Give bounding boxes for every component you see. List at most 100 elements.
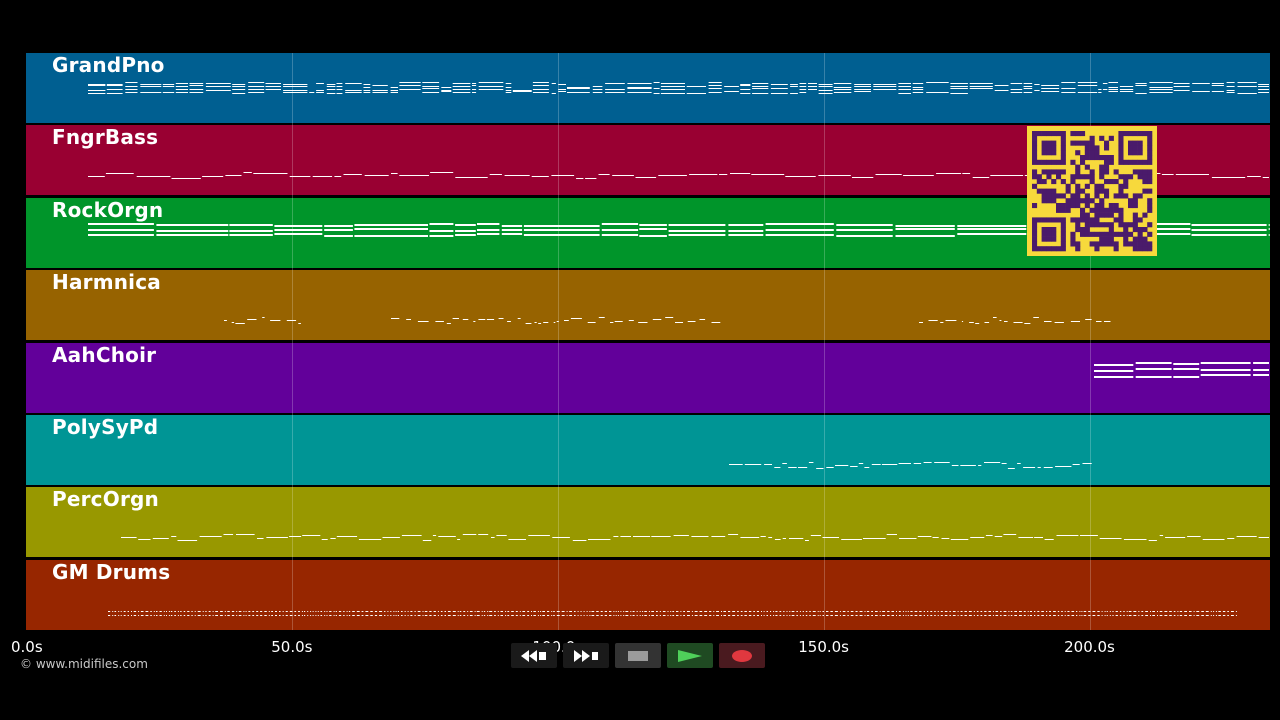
note bbox=[591, 611, 595, 612]
note bbox=[842, 615, 846, 616]
note bbox=[1034, 611, 1036, 612]
note bbox=[775, 611, 778, 612]
note bbox=[268, 615, 270, 616]
note bbox=[417, 321, 429, 322]
track-percorgn[interactable]: PercOrgn bbox=[26, 487, 1270, 557]
note bbox=[558, 84, 566, 85]
note bbox=[863, 538, 886, 539]
note bbox=[798, 467, 808, 468]
note bbox=[145, 611, 149, 612]
note bbox=[723, 611, 726, 612]
note bbox=[1037, 611, 1040, 612]
note bbox=[315, 611, 317, 612]
note bbox=[660, 93, 685, 94]
note bbox=[390, 615, 392, 616]
fast-forward-button[interactable] bbox=[563, 643, 609, 668]
note bbox=[1202, 539, 1225, 540]
note bbox=[927, 611, 929, 612]
note bbox=[274, 229, 323, 231]
note bbox=[532, 85, 549, 86]
note bbox=[156, 230, 229, 232]
note bbox=[532, 92, 549, 93]
note bbox=[945, 320, 957, 321]
note bbox=[229, 224, 273, 226]
note bbox=[834, 615, 838, 616]
note bbox=[1213, 611, 1215, 612]
track-polysypd[interactable]: PolySyPd bbox=[26, 415, 1270, 485]
note bbox=[326, 615, 328, 616]
note bbox=[822, 537, 839, 538]
note bbox=[515, 615, 518, 616]
note bbox=[457, 539, 461, 540]
time-tick-label: 200.0s bbox=[1064, 638, 1115, 656]
track-harmnica[interactable]: Harmnica bbox=[26, 270, 1270, 340]
note bbox=[205, 90, 231, 91]
note bbox=[501, 233, 523, 235]
gridline bbox=[823, 53, 825, 630]
track-aahchoir[interactable]: AahChoir bbox=[26, 343, 1270, 413]
note bbox=[773, 615, 775, 616]
note bbox=[1227, 615, 1229, 616]
note bbox=[662, 615, 666, 616]
note bbox=[630, 611, 632, 612]
note bbox=[711, 322, 721, 323]
note bbox=[455, 224, 476, 226]
note-lane bbox=[224, 317, 1111, 324]
note bbox=[429, 230, 454, 232]
qr-code-overlay[interactable] bbox=[1027, 126, 1157, 256]
note bbox=[768, 537, 773, 538]
rewind-button[interactable] bbox=[511, 643, 557, 668]
note bbox=[236, 534, 255, 535]
stop-button[interactable] bbox=[615, 643, 661, 668]
note bbox=[515, 611, 518, 612]
note bbox=[789, 615, 791, 616]
note bbox=[429, 615, 432, 616]
note bbox=[1164, 611, 1168, 612]
note bbox=[477, 223, 500, 225]
note bbox=[523, 225, 600, 227]
note bbox=[253, 173, 288, 174]
note bbox=[1210, 611, 1212, 612]
note bbox=[177, 611, 179, 612]
note bbox=[140, 92, 162, 93]
note bbox=[527, 611, 530, 612]
note bbox=[215, 611, 218, 612]
track-gm-drums[interactable]: GM Drums bbox=[26, 560, 1270, 630]
note bbox=[871, 464, 881, 465]
note bbox=[859, 611, 863, 612]
note bbox=[382, 537, 400, 538]
note bbox=[639, 235, 667, 237]
record-button[interactable] bbox=[719, 643, 765, 668]
note bbox=[763, 611, 765, 612]
note bbox=[163, 611, 165, 612]
play-button[interactable] bbox=[667, 643, 713, 668]
note bbox=[136, 176, 171, 177]
note bbox=[907, 611, 909, 612]
piano-roll[interactable]: GrandPno FngrBass RockOrgn Harmnica AahChoir… bbox=[26, 53, 1270, 630]
note bbox=[919, 615, 922, 616]
note bbox=[197, 611, 201, 612]
note bbox=[202, 611, 204, 612]
note bbox=[580, 615, 582, 616]
track-grandpno[interactable]: GrandPno bbox=[26, 53, 1270, 123]
note bbox=[1034, 537, 1043, 538]
note bbox=[653, 88, 660, 89]
note bbox=[317, 615, 319, 616]
note bbox=[1200, 369, 1251, 371]
note bbox=[354, 235, 428, 237]
note bbox=[808, 86, 817, 87]
note bbox=[940, 322, 944, 323]
note bbox=[1096, 321, 1102, 322]
note bbox=[830, 611, 833, 612]
note bbox=[587, 322, 596, 323]
note bbox=[302, 535, 321, 536]
note bbox=[152, 538, 169, 539]
note bbox=[895, 225, 955, 227]
note bbox=[891, 615, 894, 616]
note bbox=[189, 83, 204, 84]
note bbox=[1177, 615, 1179, 616]
note bbox=[175, 86, 188, 87]
note bbox=[474, 615, 476, 616]
note bbox=[106, 93, 123, 94]
note bbox=[648, 611, 650, 612]
